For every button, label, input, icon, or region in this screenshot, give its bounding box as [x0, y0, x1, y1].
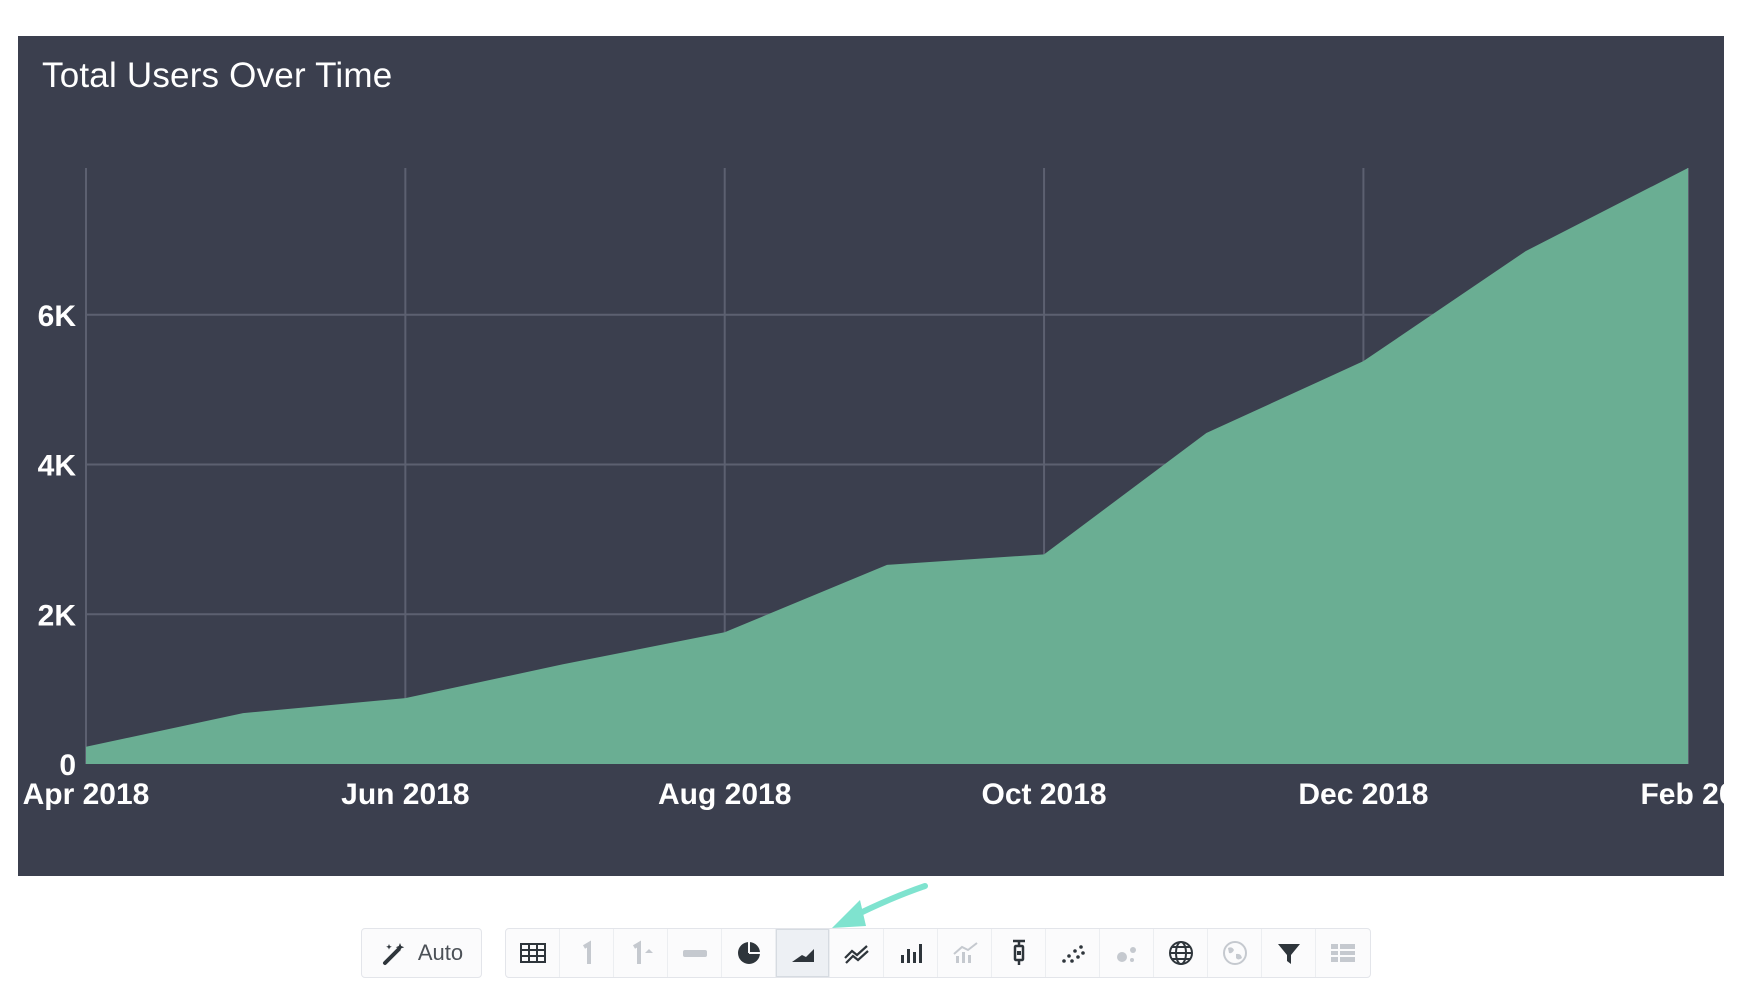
bar-chart-button[interactable] — [884, 929, 938, 977]
region-map-icon — [1222, 941, 1247, 965]
scatter-icon — [1061, 945, 1085, 963]
funnel-icon — [1277, 944, 1300, 964]
table-button[interactable] — [506, 929, 560, 977]
x-tick-label: Feb 20 — [1640, 778, 1724, 811]
x-tick-label: Apr 2018 — [23, 778, 150, 811]
funnel-button[interactable] — [1262, 929, 1316, 977]
x-tick-label: Jun 2018 — [341, 778, 469, 811]
pivot-table-icon — [1331, 944, 1355, 962]
map-icon — [1168, 941, 1193, 965]
area-series — [86, 168, 1688, 764]
waterfall-button[interactable] — [992, 929, 1046, 977]
y-tick-label: 2K — [38, 599, 77, 632]
magic-wand-icon — [382, 943, 405, 965]
pie-chart-button[interactable] — [722, 929, 776, 977]
x-tick-label: Aug 2018 — [658, 778, 791, 811]
scatter-button[interactable] — [1046, 929, 1100, 977]
smart-scalar-icon — [632, 940, 653, 964]
table-icon — [519, 943, 546, 963]
scalar-icon — [582, 940, 591, 964]
progress-button[interactable] — [668, 929, 722, 977]
annotation-arrow-icon — [832, 883, 928, 928]
progress-icon — [682, 950, 707, 957]
line-chart-icon — [843, 945, 869, 964]
bubble-icon — [1116, 947, 1136, 962]
x-tick-label: Dec 2018 — [1298, 778, 1428, 811]
chart-title: Total Users Over Time — [42, 56, 393, 95]
combo-chart-button[interactable] — [938, 929, 992, 977]
auto-button-label: Auto — [417, 940, 464, 965]
scalar-button[interactable] — [560, 929, 614, 977]
y-tick-label: 6K — [38, 300, 77, 333]
y-tick-label: 4K — [38, 450, 77, 483]
x-tick-label: Oct 2018 — [982, 778, 1107, 811]
auto-button[interactable]: Auto — [361, 928, 482, 978]
area-chart-button[interactable] — [776, 929, 830, 977]
pie-chart-icon — [737, 942, 760, 964]
visualization-toolbar: Auto — [0, 928, 1746, 980]
region-map-button[interactable] — [1208, 929, 1262, 977]
waterfall-icon — [1012, 939, 1025, 965]
area-chart-icon — [791, 949, 814, 962]
area-chart: 0 2K 4K 6K Apr 2018 Jun 2018 Aug 2018 Oct 2018 D… — [23, 168, 1724, 811]
pivot-table-button[interactable] — [1316, 929, 1370, 977]
map-button[interactable] — [1154, 929, 1208, 977]
combo-chart-icon — [952, 942, 978, 963]
chart-type-group — [505, 928, 1371, 978]
bar-chart-icon — [900, 944, 922, 963]
chart-card: Total Users Over Time 0 2K 4K 6K Apr 2018 Jun… — [18, 36, 1724, 876]
bubble-button[interactable] — [1100, 929, 1154, 977]
line-chart-button[interactable] — [830, 929, 884, 977]
y-tick-label: 0 — [59, 749, 76, 782]
smart-scalar-button[interactable] — [614, 929, 668, 977]
